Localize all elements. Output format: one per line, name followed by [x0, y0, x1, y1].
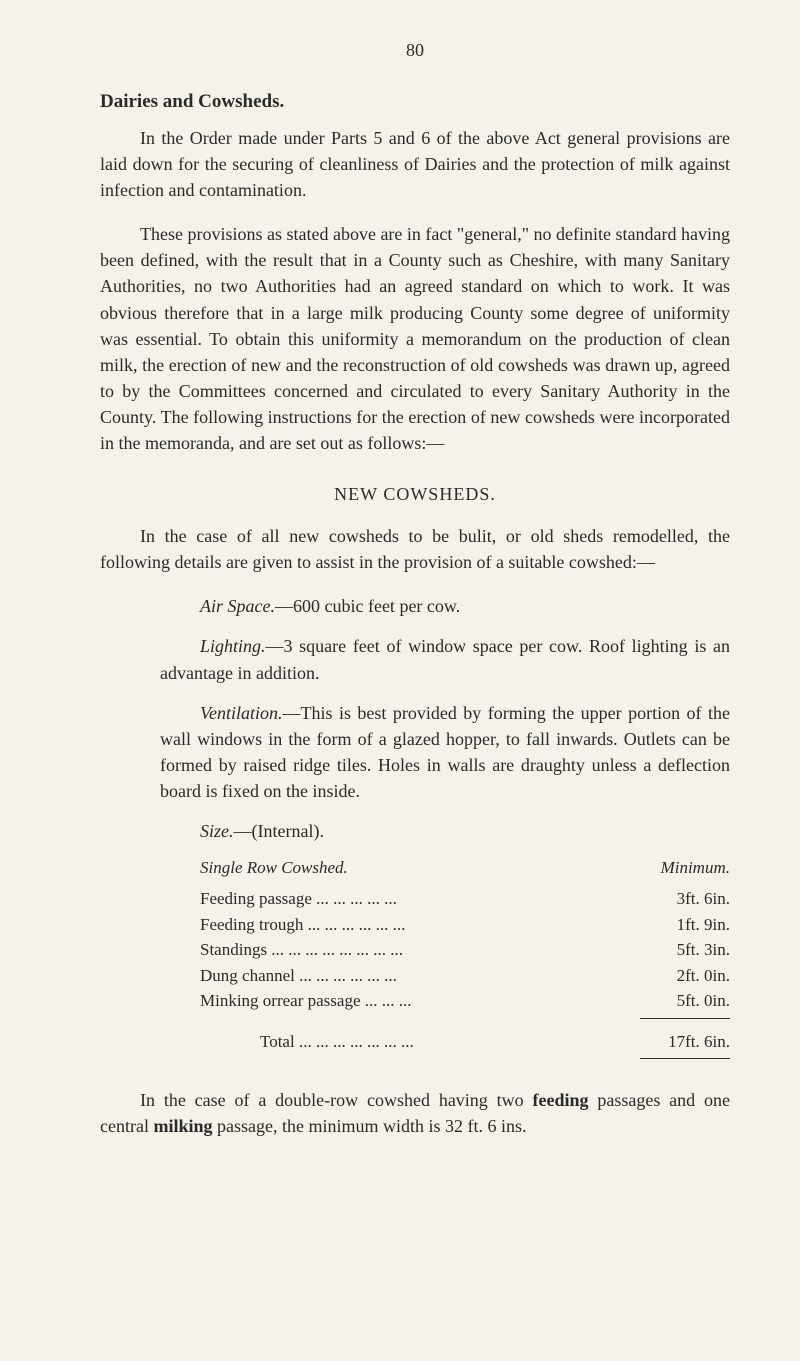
- table-total-row: Total ... ... ... ... ... ... ... 17ft. …: [200, 1029, 730, 1055]
- page-number: 80: [100, 40, 730, 61]
- table-row-value: 1ft. 9in.: [610, 912, 730, 938]
- spec-text-air: —600 cubic feet per cow.: [275, 596, 460, 616]
- table-row-label: Minking orrear passage ... ... ...: [200, 988, 610, 1014]
- table-row-label: Standings ... ... ... ... ... ... ... ..…: [200, 937, 610, 963]
- table-row: Feeding passage ... ... ... ... ... 3ft.…: [200, 886, 730, 912]
- spec-ventilation: Ventilation.—This is best provided by fo…: [160, 700, 730, 804]
- table-header-right: Minimum.: [610, 858, 730, 878]
- spec-label-ventilation: Ventilation.: [200, 703, 283, 723]
- spec-lighting: Lighting.—3 square feet of window space …: [160, 633, 730, 685]
- table-row-label: Feeding passage ... ... ... ... ...: [200, 886, 610, 912]
- table-header: Single Row Cowshed. Minimum.: [200, 858, 730, 878]
- paragraph-1: In the Order made under Parts 5 and 6 of…: [100, 125, 730, 203]
- para4-part1: In the case of a double-row cowshed havi…: [140, 1090, 533, 1110]
- cowshed-table: Single Row Cowshed. Minimum. Feeding pas…: [200, 858, 730, 1059]
- table-total-value: 17ft. 6in.: [610, 1029, 730, 1055]
- spec-air-space: Air Space.—600 cubic feet per cow.: [160, 593, 730, 619]
- table-row-label: Dung channel ... ... ... ... ... ...: [200, 963, 610, 989]
- table-divider: [640, 1018, 730, 1019]
- spec-label-size: Size.: [200, 821, 234, 841]
- table-header-left: Single Row Cowshed.: [200, 858, 610, 878]
- table-row-value: 5ft. 0in.: [610, 988, 730, 1014]
- table-row: Feeding trough ... ... ... ... ... ... 1…: [200, 912, 730, 938]
- paragraph-3: In the case of all new cowsheds to be bu…: [100, 523, 730, 575]
- para4-part3: passage, the minimum width is 32 ft. 6 i…: [213, 1116, 527, 1136]
- table-divider: [640, 1058, 730, 1059]
- para4-bold2: milking: [153, 1116, 212, 1136]
- spec-size: Size.—(Internal).: [160, 818, 730, 844]
- table-row-label: Feeding trough ... ... ... ... ... ...: [200, 912, 610, 938]
- para4-bold1: feeding: [533, 1090, 589, 1110]
- table-row-value: 5ft. 3in.: [610, 937, 730, 963]
- table-row: Minking orrear passage ... ... ... 5ft. …: [200, 988, 730, 1014]
- spec-text-size: —(Internal).: [234, 821, 324, 841]
- table-row: Standings ... ... ... ... ... ... ... ..…: [200, 937, 730, 963]
- paragraph-4: In the case of a double-row cowshed havi…: [100, 1087, 730, 1139]
- paragraph-2: These provisions as stated above are in …: [100, 221, 730, 456]
- table-row: Dung channel ... ... ... ... ... ... 2ft…: [200, 963, 730, 989]
- section-heading: Dairies and Cowsheds.: [100, 91, 730, 113]
- table-total-label: Total ... ... ... ... ... ... ...: [200, 1029, 610, 1055]
- subsection-title: NEW COWSHEDS.: [100, 484, 730, 505]
- table-row-value: 3ft. 6in.: [610, 886, 730, 912]
- spec-label-air: Air Space.: [200, 596, 275, 616]
- spec-label-lighting: Lighting.: [200, 636, 266, 656]
- table-row-value: 2ft. 0in.: [610, 963, 730, 989]
